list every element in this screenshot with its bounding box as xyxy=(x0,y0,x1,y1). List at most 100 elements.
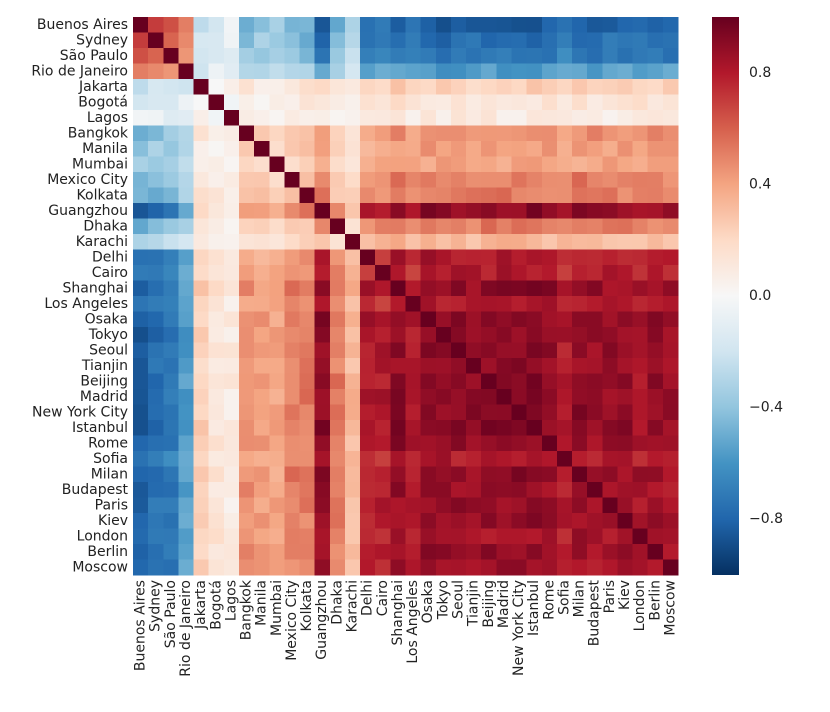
cell-tokyo-madrid xyxy=(496,327,513,344)
cell-shanghai-beijing xyxy=(481,280,497,297)
cell-london-paris xyxy=(602,528,619,545)
cell-delhi-seoul xyxy=(450,249,467,266)
cell-moscow-dhaka xyxy=(329,559,346,576)
cell-sao-paulo-budapest xyxy=(587,48,603,65)
cell-karachi-beijing xyxy=(481,234,497,251)
cell-bangkok-new-york-city xyxy=(511,125,528,142)
cell-dhaka-paris xyxy=(602,218,619,235)
cell-bogota-tianjin xyxy=(466,94,482,111)
cell-budapest-sydney xyxy=(148,482,164,499)
cell-osaka-berlin xyxy=(647,311,664,328)
cell-guangzhou-karachi xyxy=(344,203,361,220)
cell-delhi-new-york-city xyxy=(511,249,528,266)
cell-istanbul-rio-de-janeiro xyxy=(178,420,195,437)
cell-cairo-buenos-aires xyxy=(133,265,149,282)
cell-beijing-osaka xyxy=(420,373,437,390)
cell-osaka-sofia xyxy=(556,311,573,328)
column-label-buenos-aires: Buenos Aires xyxy=(133,580,149,671)
cell-sydney-milan xyxy=(572,32,588,49)
cell-lagos-tokyo xyxy=(435,110,452,127)
cell-dhaka-karachi xyxy=(344,218,361,235)
cell-london-bogota xyxy=(208,528,225,545)
cell-guangzhou-bangkok xyxy=(238,203,255,220)
cell-seoul-los-angeles xyxy=(405,342,422,359)
cell-tokyo-milan xyxy=(572,327,588,344)
cell-moscow-lagos xyxy=(223,559,240,576)
cell-bogota-sydney xyxy=(148,94,164,111)
cell-manila-rio-de-janeiro xyxy=(178,141,195,158)
cell-bangkok-delhi xyxy=(360,125,376,142)
cell-london-istanbul xyxy=(526,528,543,545)
cell-budapest-jakarta xyxy=(193,482,210,499)
cell-paris-los-angeles xyxy=(405,497,422,514)
cell-shanghai-istanbul xyxy=(526,280,543,297)
cell-sofia-madrid xyxy=(496,451,513,468)
cell-buenos-aires-buenos-aires xyxy=(133,17,149,34)
row-label-kiev: Kiev xyxy=(98,513,128,529)
cell-bogota-kiev xyxy=(617,94,634,111)
cell-berlin-tokyo xyxy=(435,544,452,561)
row-label-guangzhou: Guangzhou xyxy=(48,203,128,219)
cell-bogota-jakarta xyxy=(193,94,210,111)
cell-moscow-budapest xyxy=(587,559,603,576)
cell-kiev-seoul xyxy=(450,513,467,530)
cell-mumbai-seoul xyxy=(450,156,467,173)
cell-sydney-budapest xyxy=(587,32,603,49)
cell-buenos-aires-mexico-city xyxy=(284,17,301,34)
cell-seoul-mexico-city xyxy=(284,342,301,359)
cell-cairo-tianjin xyxy=(466,265,482,282)
cell-cairo-tokyo xyxy=(435,265,452,282)
cell-paris-istanbul xyxy=(526,497,543,514)
cell-los-angeles-berlin xyxy=(647,296,664,313)
cell-osaka-moscow xyxy=(662,311,679,328)
row-label-tianjin: Tianjin xyxy=(81,358,128,374)
cell-moscow-berlin xyxy=(647,559,664,576)
cell-seoul-budapest xyxy=(587,342,603,359)
cell-mumbai-sydney xyxy=(148,156,164,173)
cell-new-york-city-tianjin xyxy=(466,404,482,421)
cell-delhi-paris xyxy=(602,249,619,266)
cell-seoul-london xyxy=(632,342,649,359)
cell-mexico-city-karachi xyxy=(344,172,361,189)
cell-beijing-london xyxy=(632,373,649,390)
cell-berlin-guangzhou xyxy=(314,544,331,561)
column-label-guangzhou: Guangzhou xyxy=(314,580,330,660)
cell-seoul-seoul xyxy=(450,342,467,359)
cell-budapest-los-angeles xyxy=(405,482,422,499)
cell-tianjin-istanbul xyxy=(526,358,543,375)
column-label-madrid: Madrid xyxy=(496,580,512,628)
cell-madrid-bangkok xyxy=(238,389,255,406)
row-label-rome: Rome xyxy=(88,435,128,451)
cell-paris-madrid xyxy=(496,497,513,514)
cell-jakarta-tianjin xyxy=(466,79,482,96)
cell-delhi-kolkata xyxy=(299,249,316,266)
cell-beijing-seoul xyxy=(450,373,467,390)
cell-dhaka-madrid xyxy=(496,218,513,235)
cell-london-tokyo xyxy=(435,528,452,545)
cell-rome-london xyxy=(632,435,649,452)
cell-istanbul-shanghai xyxy=(390,420,407,437)
cell-rome-dhaka xyxy=(329,435,346,452)
cell-budapest-paris xyxy=(602,482,619,499)
cell-sao-paulo-kolkata xyxy=(299,48,316,65)
cell-rome-beijing xyxy=(481,435,497,452)
cell-rio-de-janeiro-sao-paulo xyxy=(163,63,180,80)
cell-tianjin-shanghai xyxy=(390,358,407,375)
cell-tokyo-los-angeles xyxy=(405,327,422,344)
cell-sydney-bogota xyxy=(208,32,225,49)
cell-dhaka-guangzhou xyxy=(314,218,331,235)
cell-london-osaka xyxy=(420,528,437,545)
cell-tianjin-berlin xyxy=(647,358,664,375)
cell-milan-sofia xyxy=(556,466,573,483)
cell-sao-paulo-london xyxy=(632,48,649,65)
row-label-manila: Manila xyxy=(82,141,128,157)
cell-seoul-berlin xyxy=(647,342,664,359)
cell-berlin-rio-de-janeiro xyxy=(178,544,195,561)
cell-budapest-seoul xyxy=(450,482,467,499)
cell-cairo-mexico-city xyxy=(284,265,301,282)
cell-osaka-mexico-city xyxy=(284,311,301,328)
cell-istanbul-moscow xyxy=(662,420,679,437)
cell-seoul-dhaka xyxy=(329,342,346,359)
cell-milan-dhaka xyxy=(329,466,346,483)
cell-mexico-city-manila xyxy=(254,172,270,189)
